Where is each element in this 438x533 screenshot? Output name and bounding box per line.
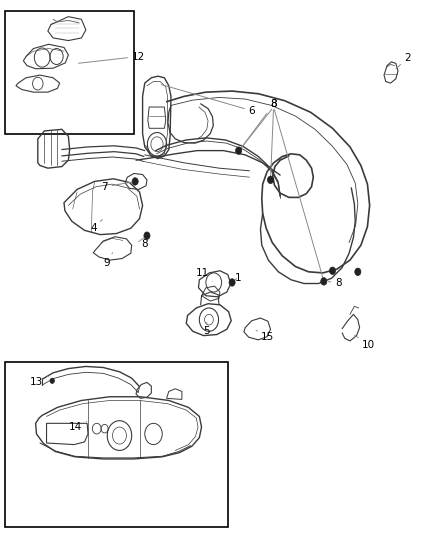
Text: 8: 8 [241,99,277,148]
Circle shape [329,267,336,274]
Text: 1: 1 [233,273,241,282]
Text: 7: 7 [101,182,134,192]
Text: 9: 9 [103,253,113,268]
Text: 14: 14 [69,421,87,432]
Circle shape [144,232,150,239]
Bar [5,362,228,527]
Circle shape [132,177,138,185]
Text: 5: 5 [204,322,210,336]
Text: 6: 6 [161,85,255,116]
Text: 4: 4 [90,220,102,233]
Text: 8: 8 [328,278,342,288]
Circle shape [229,279,235,286]
Text: 8: 8 [141,236,148,249]
Text: 13: 13 [30,376,48,387]
Text: 10: 10 [355,335,375,350]
Circle shape [236,147,242,155]
Circle shape [268,176,274,183]
Text: 8: 8 [270,99,277,109]
Bar [5,11,134,134]
Circle shape [321,278,327,285]
Circle shape [50,378,54,383]
Circle shape [355,268,361,276]
Text: 15: 15 [256,330,275,342]
Text: 12: 12 [78,52,145,63]
Text: 11: 11 [196,268,213,281]
Text: 2: 2 [396,53,411,69]
